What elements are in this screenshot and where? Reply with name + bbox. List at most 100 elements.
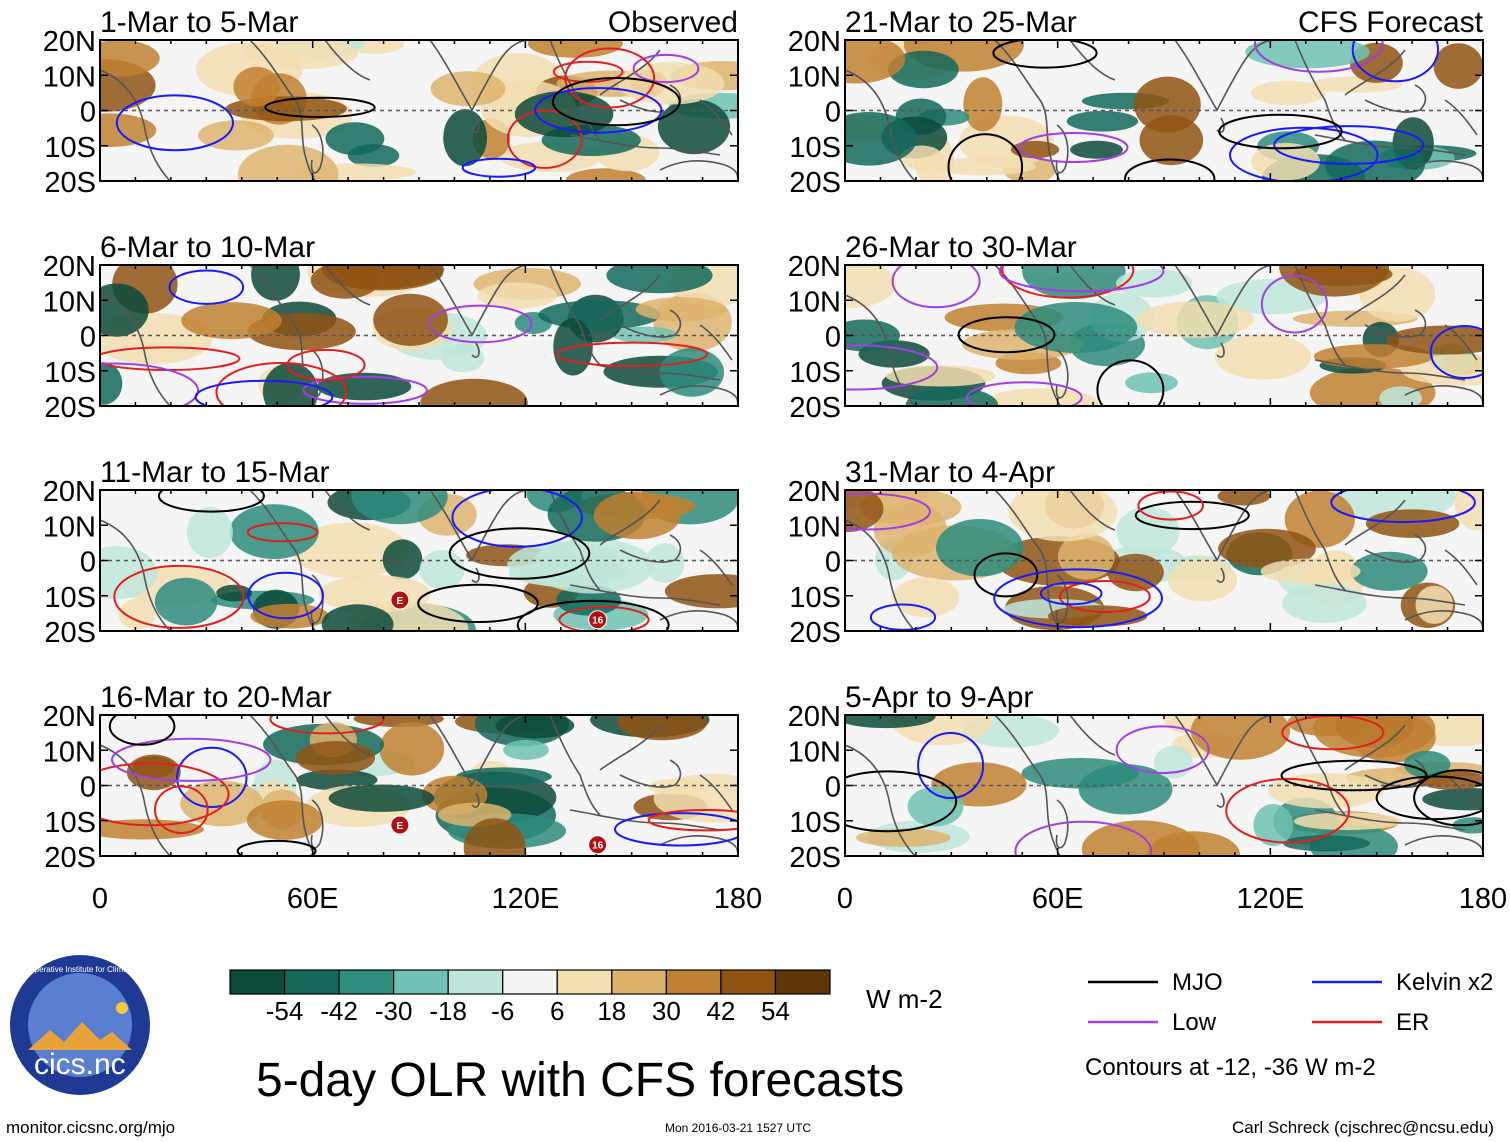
y-tick-label: 20N (788, 476, 841, 508)
olr-anomaly (250, 603, 330, 629)
wave-contour (845, 492, 931, 531)
wave-contour (1351, 40, 1440, 83)
olr-anomaly (379, 722, 445, 776)
wave-contour (264, 96, 376, 119)
coastline (1069, 490, 1116, 531)
coastline (1174, 265, 1276, 337)
coastline (1364, 84, 1427, 113)
coastline (845, 744, 916, 856)
olr-anomaly (635, 297, 726, 322)
olr-anomaly (617, 715, 708, 741)
coastline (100, 69, 171, 181)
colorbar-swatch (229, 969, 286, 995)
wave-contour (1096, 359, 1165, 406)
legend-item: MJO (1088, 969, 1223, 996)
olr-anomaly (100, 40, 160, 77)
y-tick-label: 10S (44, 807, 96, 839)
wave-contour (647, 809, 738, 832)
coastline (599, 724, 661, 771)
olr-anomaly (1293, 812, 1402, 831)
y-tick-label: 10S (789, 807, 841, 839)
y-tick-label: 0 (80, 322, 96, 354)
olr-anomaly (507, 541, 624, 588)
colorbar-swatch (774, 969, 831, 995)
olr-anomaly (295, 741, 376, 775)
legend-item: Low (1088, 1009, 1217, 1036)
x-tick-label: 0 (92, 883, 108, 915)
svg-text:16: 16 (592, 616, 604, 627)
coastline (1344, 499, 1406, 546)
storm-marker: E (390, 815, 410, 835)
coastline (1069, 715, 1116, 756)
coastline (1344, 49, 1406, 96)
y-tick-label: 10N (788, 736, 841, 768)
wave-contour (552, 60, 624, 83)
olr-anomaly (246, 800, 323, 840)
coastline (310, 349, 324, 399)
olr-anomaly (1282, 583, 1367, 623)
y-tick-label: 20N (43, 251, 96, 283)
coastline (994, 265, 1061, 406)
wave-contour (957, 316, 1056, 354)
coastline (549, 490, 601, 591)
wave-contour (115, 94, 234, 152)
wave-contour (993, 568, 1164, 629)
olr-anomaly (856, 828, 951, 847)
olr-anomaly (845, 40, 906, 84)
olr-anomaly (100, 113, 157, 147)
wave-contour (947, 133, 1024, 181)
olr-anomaly (1008, 490, 1118, 542)
olr-anomaly (664, 574, 738, 609)
y-tick-label: 20N (43, 26, 96, 58)
wave-contour (1124, 158, 1216, 181)
coastline (619, 759, 682, 788)
wave-contour (176, 746, 248, 809)
olr-anomaly (1260, 558, 1361, 585)
olr-anomaly (905, 387, 999, 406)
olr-anomaly (198, 120, 274, 151)
coastline (1314, 809, 1466, 831)
y-tick-label: 20N (788, 701, 841, 733)
coastline (1174, 715, 1276, 787)
coastline (1344, 724, 1406, 771)
coastline (1294, 490, 1346, 591)
coastline (471, 792, 480, 808)
y-tick-label: 10N (788, 61, 841, 93)
x-tick-label: 120E (491, 883, 559, 915)
wave-contour (614, 812, 738, 847)
main-title: 5-day OLR with CFS forecasts (256, 1054, 904, 1107)
coastline (1294, 265, 1346, 366)
legend-label: MJO (1172, 969, 1223, 996)
coastline (249, 40, 316, 181)
y-tick-label: 20S (44, 167, 96, 199)
coastline (619, 534, 682, 563)
x-tick-label: 180 (714, 883, 762, 915)
wave-contour (551, 77, 681, 127)
coastline (100, 519, 171, 631)
y-tick-label: 10S (44, 357, 96, 389)
olr-anomaly (242, 40, 358, 70)
coastline (1444, 99, 1478, 136)
y-tick-label: 10S (789, 582, 841, 614)
colorbar-label: 54 (761, 996, 790, 1026)
coastline (471, 342, 480, 358)
olr-anomaly (1167, 558, 1237, 602)
olr-anomaly (328, 784, 435, 812)
panel-period-title: 26-Mar to 30-Mar (845, 231, 1077, 264)
olr-anomaly (845, 715, 936, 729)
colorbar-swatch (611, 969, 667, 995)
y-tick-label: 20S (44, 842, 96, 874)
wave-contour (992, 40, 1098, 69)
olr-anomaly (1365, 509, 1460, 538)
colorbar-swatch (556, 969, 613, 995)
coastline (1294, 715, 1346, 816)
coastline (1444, 549, 1478, 586)
y-tick-label: 20S (44, 617, 96, 649)
olr-anomaly (251, 265, 300, 301)
olr-anomaly (420, 378, 528, 406)
y-tick-label: 10N (43, 511, 96, 543)
coastline (1314, 359, 1466, 381)
y-tick-label: 20N (43, 476, 96, 508)
